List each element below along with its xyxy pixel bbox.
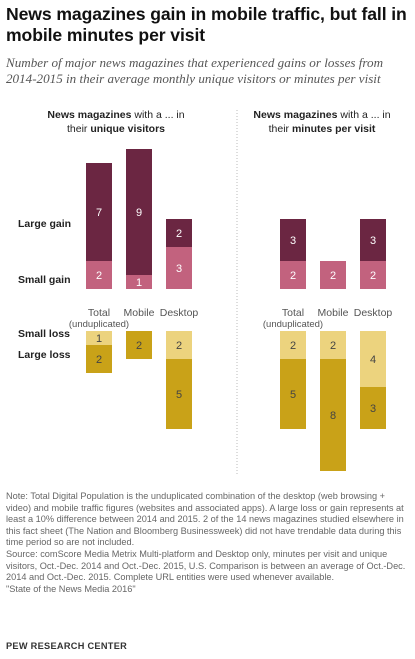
bar-segment-large-gain (126, 149, 152, 275)
bar-segment-large-loss (166, 359, 192, 429)
row-label-large-loss: Large loss (18, 349, 71, 361)
bar-segment-small-gain (320, 261, 346, 289)
panel-header-line2: their minutes per visit (269, 123, 376, 135)
category-label: Total (282, 307, 304, 319)
bar-segment-small-loss (280, 331, 306, 359)
bar-segment-large-gain (166, 219, 192, 247)
bar-value-label: 9 (136, 207, 142, 219)
bar-segment-small-gain (360, 261, 386, 289)
bar-segment-small-loss (320, 331, 346, 359)
bar-segment-small-gain (166, 247, 192, 289)
bar-segment-large-loss (320, 359, 346, 471)
bar-value-label: 3 (290, 235, 296, 247)
category-label: Total (88, 307, 110, 319)
category-label: Mobile (318, 307, 349, 319)
diverging-bar-chart: Large gain Small gain Small loss Large loss… (18, 109, 393, 475)
bar-segment-large-loss (86, 345, 112, 373)
category-label: (unduplicated) (69, 319, 129, 330)
source-organization: PEW RESEARCH CENTER (6, 641, 128, 651)
bar-value-label: 2 (290, 270, 296, 282)
bar-segment-large-gain (86, 163, 112, 261)
bar-segment-small-gain (126, 275, 152, 289)
bar-segment-large-loss (360, 387, 386, 429)
bar-value-label: 2 (96, 270, 102, 282)
bar-value-label: 2 (330, 340, 336, 352)
report-citation: "State of the News Media 2016" (6, 583, 136, 594)
bar-value-label: 4 (370, 354, 376, 366)
bar-segment-small-loss (360, 331, 386, 387)
category-label: Desktop (354, 307, 393, 319)
bar-value-label: 3 (370, 235, 376, 247)
row-label-small-loss: Small loss (18, 328, 70, 340)
source-text: Source: comScore Media Metrix Multi-plat… (6, 548, 406, 583)
bar-value-label: 2 (176, 228, 182, 240)
footnote: Note: Total Digital Population is the un… (6, 491, 410, 595)
bar-value-label: 7 (96, 207, 102, 219)
bar-segment-large-loss (280, 359, 306, 429)
bar-value-label: 5 (176, 389, 182, 401)
panel-header-line1: News magazines with a ... in (253, 109, 390, 121)
chart-subtitle: Number of major news magazines that expe… (6, 55, 384, 86)
bar-value-label: 2 (370, 270, 376, 282)
row-label-small-gain: Small gain (18, 274, 71, 286)
bar-segment-small-gain (86, 261, 112, 289)
bar-value-label: 5 (290, 389, 296, 401)
bar-segment-small-loss (86, 331, 112, 345)
panel-header-line1: News magazines with a ... in (47, 109, 184, 121)
bar-value-label: 1 (136, 277, 142, 289)
bar-value-label: 2 (96, 354, 102, 366)
bar-value-label: 1 (96, 333, 102, 345)
note-text: Note: Total Digital Population is the un… (6, 491, 404, 548)
bar-segment-large-loss (126, 331, 152, 359)
bar-value-label: 8 (330, 410, 336, 422)
category-label: Desktop (160, 307, 199, 319)
bar-value-label: 3 (176, 263, 182, 275)
panel-header-line2: their unique visitors (67, 123, 165, 135)
row-label-large-gain: Large gain (18, 218, 71, 230)
bar-value-label: 3 (370, 403, 376, 415)
bar-segment-small-loss (166, 331, 192, 359)
bar-segment-large-gain (280, 219, 306, 261)
bar-value-label: 2 (290, 340, 296, 352)
category-label: Mobile (124, 307, 155, 319)
bar-value-label: 2 (136, 340, 142, 352)
chart-title: News magazines gain in mobile traffic, b… (6, 4, 407, 45)
bar-segment-small-gain (280, 261, 306, 289)
bar-segment-large-gain (360, 219, 386, 261)
category-label: (unduplicated) (263, 319, 323, 330)
bar-value-label: 2 (330, 270, 336, 282)
bar-value-label: 2 (176, 340, 182, 352)
